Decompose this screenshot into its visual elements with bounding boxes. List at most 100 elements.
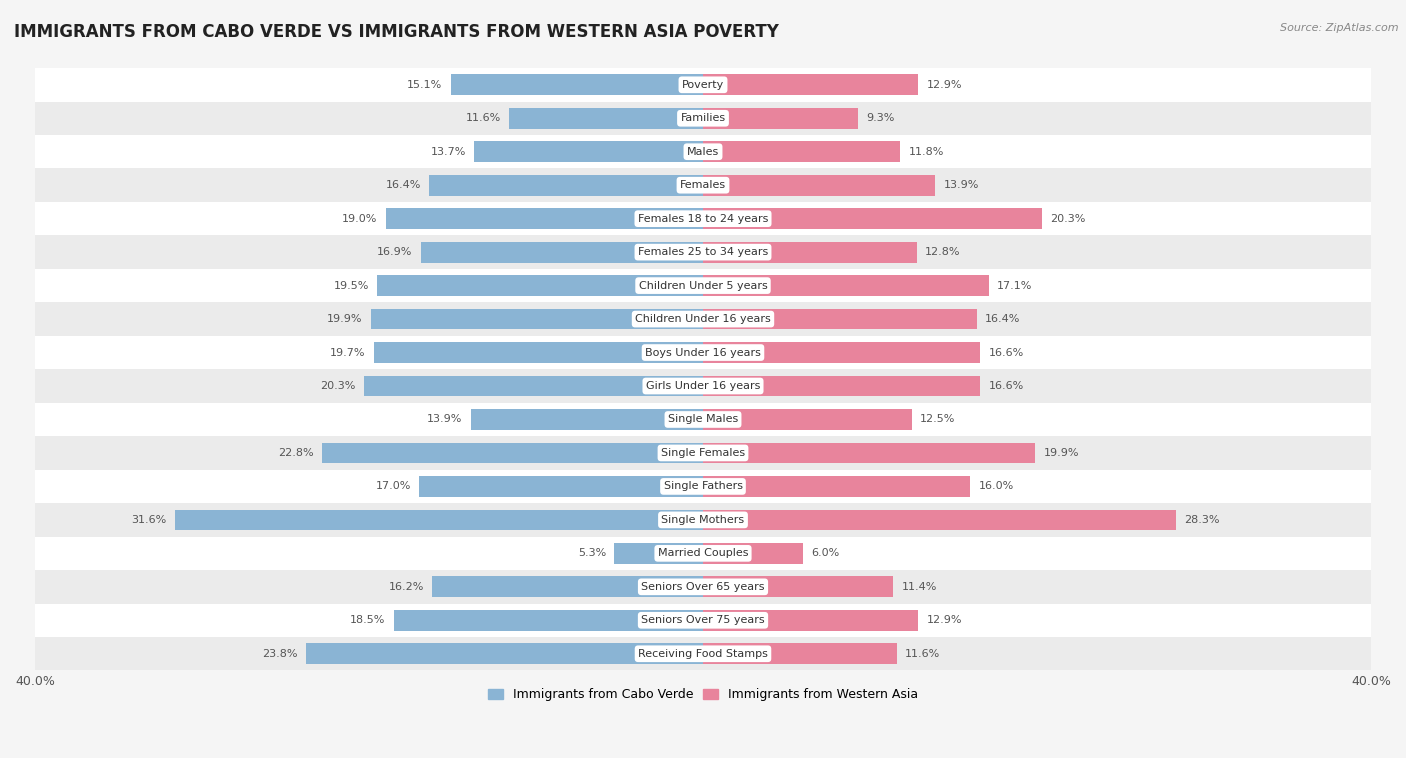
Bar — [35, 369, 1371, 402]
Text: Single Mothers: Single Mothers — [661, 515, 745, 525]
Text: 31.6%: 31.6% — [132, 515, 167, 525]
Bar — [35, 436, 1371, 470]
Text: 22.8%: 22.8% — [278, 448, 314, 458]
Bar — [35, 302, 1371, 336]
Bar — [374, 342, 703, 363]
Text: Source: ZipAtlas.com: Source: ZipAtlas.com — [1281, 23, 1399, 33]
Bar — [35, 503, 1371, 537]
Text: 11.6%: 11.6% — [905, 649, 941, 659]
Text: Single Males: Single Males — [668, 415, 738, 424]
Bar — [35, 603, 1371, 637]
Bar — [35, 402, 1371, 436]
Text: 19.9%: 19.9% — [1043, 448, 1080, 458]
Bar — [35, 470, 1371, 503]
Text: 19.9%: 19.9% — [326, 314, 363, 324]
Text: 6.0%: 6.0% — [811, 548, 839, 559]
Text: 17.1%: 17.1% — [997, 280, 1032, 290]
Text: Females: Females — [681, 180, 725, 190]
Text: Children Under 5 years: Children Under 5 years — [638, 280, 768, 290]
Text: 11.4%: 11.4% — [901, 582, 938, 592]
Bar — [385, 208, 703, 229]
Text: 16.0%: 16.0% — [979, 481, 1014, 491]
Bar — [509, 108, 703, 129]
Bar — [703, 476, 970, 496]
Bar — [305, 644, 703, 664]
Bar — [364, 376, 703, 396]
Text: Females 18 to 24 years: Females 18 to 24 years — [638, 214, 768, 224]
Text: Single Fathers: Single Fathers — [664, 481, 742, 491]
Bar — [35, 537, 1371, 570]
Text: Males: Males — [688, 147, 718, 157]
Bar — [703, 242, 917, 262]
Bar — [419, 476, 703, 496]
Text: Children Under 16 years: Children Under 16 years — [636, 314, 770, 324]
Text: 11.8%: 11.8% — [908, 147, 943, 157]
Bar — [176, 509, 703, 531]
Text: 5.3%: 5.3% — [578, 548, 606, 559]
Bar — [433, 576, 703, 597]
Bar — [35, 570, 1371, 603]
Bar — [703, 610, 918, 631]
Text: Poverty: Poverty — [682, 80, 724, 89]
Text: 19.7%: 19.7% — [330, 347, 366, 358]
Bar — [703, 409, 911, 430]
Text: 19.5%: 19.5% — [333, 280, 368, 290]
Bar — [322, 443, 703, 463]
Bar — [471, 409, 703, 430]
Text: IMMIGRANTS FROM CABO VERDE VS IMMIGRANTS FROM WESTERN ASIA POVERTY: IMMIGRANTS FROM CABO VERDE VS IMMIGRANTS… — [14, 23, 779, 41]
Bar — [614, 543, 703, 564]
Bar — [703, 576, 893, 597]
Text: 19.0%: 19.0% — [342, 214, 377, 224]
Bar — [394, 610, 703, 631]
Text: 11.6%: 11.6% — [465, 113, 501, 124]
Text: 16.6%: 16.6% — [988, 381, 1024, 391]
Text: Girls Under 16 years: Girls Under 16 years — [645, 381, 761, 391]
Bar — [703, 275, 988, 296]
Bar — [35, 68, 1371, 102]
Bar — [451, 74, 703, 96]
Bar — [35, 269, 1371, 302]
Text: 16.2%: 16.2% — [388, 582, 425, 592]
Text: 12.8%: 12.8% — [925, 247, 960, 257]
Text: Married Couples: Married Couples — [658, 548, 748, 559]
Text: 17.0%: 17.0% — [375, 481, 411, 491]
Text: 12.9%: 12.9% — [927, 615, 962, 625]
Text: Receiving Food Stamps: Receiving Food Stamps — [638, 649, 768, 659]
Text: 12.5%: 12.5% — [920, 415, 956, 424]
Bar — [35, 168, 1371, 202]
Text: 9.3%: 9.3% — [866, 113, 896, 124]
Text: 12.9%: 12.9% — [927, 80, 962, 89]
Bar — [703, 543, 803, 564]
Text: 16.9%: 16.9% — [377, 247, 412, 257]
Text: 28.3%: 28.3% — [1184, 515, 1219, 525]
Bar — [703, 342, 980, 363]
Bar — [703, 376, 980, 396]
Bar — [703, 74, 918, 96]
Text: Boys Under 16 years: Boys Under 16 years — [645, 347, 761, 358]
Text: Single Females: Single Females — [661, 448, 745, 458]
Text: Families: Families — [681, 113, 725, 124]
Text: 23.8%: 23.8% — [262, 649, 297, 659]
Legend: Immigrants from Cabo Verde, Immigrants from Western Asia: Immigrants from Cabo Verde, Immigrants f… — [482, 684, 924, 706]
Bar — [35, 236, 1371, 269]
Text: 13.9%: 13.9% — [427, 415, 463, 424]
Bar — [35, 135, 1371, 168]
Bar — [429, 175, 703, 196]
Text: Females 25 to 34 years: Females 25 to 34 years — [638, 247, 768, 257]
Text: 16.4%: 16.4% — [986, 314, 1021, 324]
Text: Seniors Over 75 years: Seniors Over 75 years — [641, 615, 765, 625]
Text: 16.6%: 16.6% — [988, 347, 1024, 358]
Bar — [703, 108, 858, 129]
Bar — [35, 202, 1371, 236]
Bar — [377, 275, 703, 296]
Bar — [703, 208, 1042, 229]
Bar — [703, 509, 1175, 531]
Bar — [35, 637, 1371, 671]
Text: 18.5%: 18.5% — [350, 615, 385, 625]
Bar — [703, 141, 900, 162]
Bar — [703, 175, 935, 196]
Bar — [703, 443, 1035, 463]
Text: 20.3%: 20.3% — [1050, 214, 1085, 224]
Text: Seniors Over 65 years: Seniors Over 65 years — [641, 582, 765, 592]
Bar — [474, 141, 703, 162]
